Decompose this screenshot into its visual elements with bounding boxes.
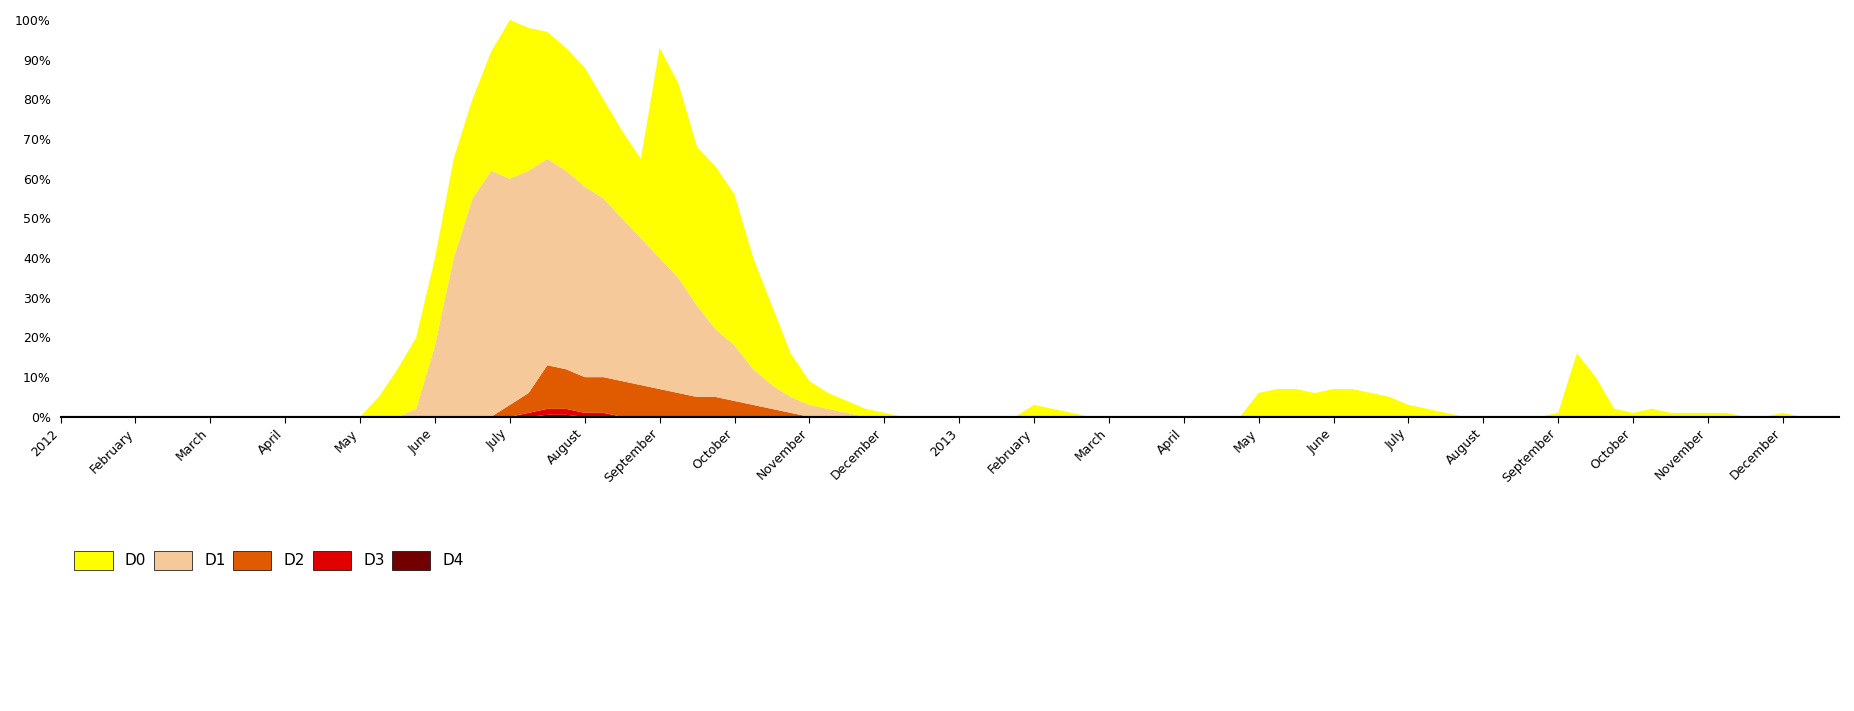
Legend: D0, D1, D2, D3, D4: D0, D1, D2, D3, D4 [69,545,471,576]
